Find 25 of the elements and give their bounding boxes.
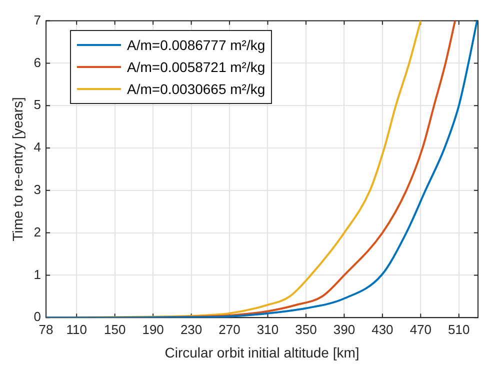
y-tick-label: 7 bbox=[34, 12, 42, 28]
x-tick-label: 270 bbox=[218, 322, 240, 337]
x-tick-label: 230 bbox=[180, 322, 202, 337]
y-tick-label: 0 bbox=[34, 309, 42, 324]
y-tick-label: 3 bbox=[34, 182, 42, 197]
y-tick-label: 6 bbox=[34, 54, 42, 70]
legend-label: A/m=0.0058721 m²/kg bbox=[127, 59, 266, 75]
x-tick-label: 78 bbox=[38, 322, 54, 337]
x-tick-label: 430 bbox=[372, 322, 394, 337]
legend-label: A/m=0.0086777 m²/kg bbox=[127, 37, 266, 53]
x-axis-title: Circular orbit initial altitude [km] bbox=[164, 344, 360, 360]
x-tick-label: 510 bbox=[448, 322, 470, 337]
y-tick-label: 4 bbox=[34, 140, 42, 155]
x-tick-label: 310 bbox=[256, 322, 279, 337]
x-tick-label: 110 bbox=[66, 322, 87, 337]
legend-label: A/m=0.0030665 m²/kg bbox=[127, 81, 266, 97]
x-tick-label: 190 bbox=[142, 322, 164, 337]
x-tick-label: 390 bbox=[333, 322, 356, 337]
y-tick-label: 5 bbox=[34, 97, 42, 112]
y-tick-label: 1 bbox=[34, 266, 42, 282]
x-tick-label: 470 bbox=[410, 322, 432, 337]
x-tick-label: 350 bbox=[295, 322, 317, 337]
y-axis-title: Time to re-entry [years] bbox=[9, 97, 26, 242]
x-tick-label: 150 bbox=[104, 322, 126, 337]
y-tick-label: 2 bbox=[34, 224, 42, 240]
